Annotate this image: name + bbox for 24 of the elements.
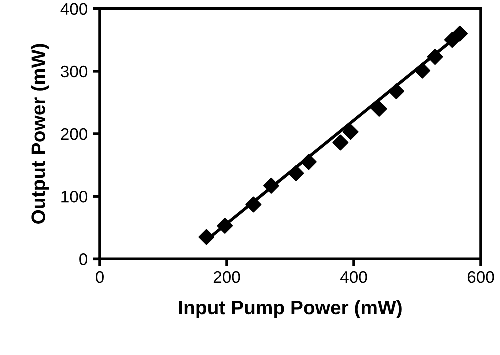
- y-tick-label: 100: [62, 190, 88, 203]
- point: [388, 83, 405, 100]
- y-tick-label: 300: [61, 66, 88, 78]
- x-tick-label: 200: [214, 271, 240, 284]
- y-tick-label: 200: [61, 128, 88, 140]
- point: [332, 134, 349, 151]
- point: [263, 178, 280, 194]
- x-axis-title: Input Pump Power (mW): [179, 300, 402, 319]
- point: [300, 154, 317, 170]
- point: [371, 101, 388, 117]
- point: [217, 218, 234, 234]
- point: [427, 49, 444, 66]
- point: [198, 229, 215, 246]
- x-tick-label: 0: [96, 271, 104, 284]
- y-tick-label: 400: [60, 3, 88, 16]
- point: [342, 124, 359, 140]
- point: [414, 62, 431, 79]
- x-tick-label: 400: [340, 271, 368, 284]
- y-axis-title: Output Power (mW): [31, 44, 50, 224]
- y-tick-label: 0: [80, 254, 88, 266]
- point: [288, 165, 304, 182]
- point: [452, 26, 468, 42]
- point: [246, 196, 262, 213]
- x-tick-label: 600: [468, 271, 494, 284]
